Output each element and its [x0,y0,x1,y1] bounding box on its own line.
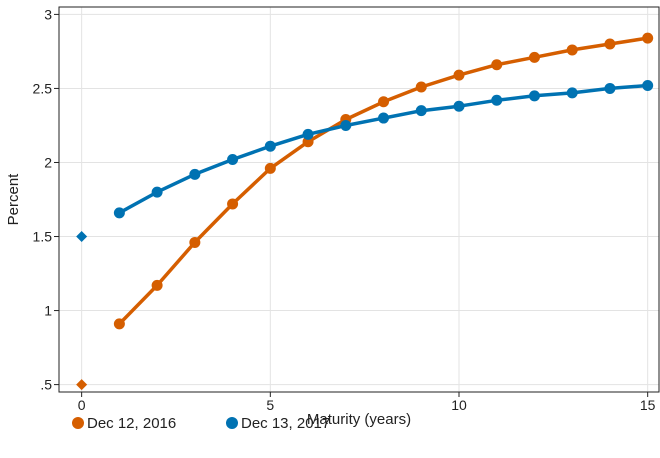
data-point-dec-12-2016 [227,198,238,209]
data-point-dec-12-2016 [416,81,427,92]
data-point-dec-12-2016 [189,237,200,248]
data-point-dec-13-2017 [340,120,351,131]
y-tick-label: 1.5 [33,229,53,245]
y-tick-label: 1 [44,303,52,319]
data-point-dec-13-2017 [152,187,163,198]
legend-label-dec-12-2016: Dec 12, 2016 [87,415,176,432]
y-tick-label: 2 [44,154,52,170]
data-point-dec-12-2016 [454,70,465,81]
data-point-dec-13-2017 [604,83,615,94]
data-point-dec-12-2016 [152,280,163,291]
series-line-dec-12-2016 [119,38,647,324]
data-point-dec-12-2016 [567,44,578,55]
x-tick-label: 15 [640,397,656,413]
y-tick-label: .5 [40,377,52,393]
data-point-dec-13-2017 [227,154,238,165]
legend-swatch-dec-13-2017 [226,417,238,429]
y-axis-title: Percent [5,173,22,226]
data-point-dec-13-2017 [642,80,653,91]
diamond-point-dec-12-2016 [76,379,87,390]
data-point-dec-13-2017 [378,113,389,124]
gridlines [59,7,659,392]
series-dec-13-2017 [76,80,653,242]
y-tick-label: 3 [44,6,52,22]
x-tick-label: 10 [451,397,467,413]
legend: Dec 12, 2016 Dec 13, 2017 [72,415,330,432]
data-point-dec-12-2016 [604,39,615,50]
diamond-point-dec-13-2017 [76,231,87,242]
data-point-dec-13-2017 [416,105,427,116]
data-point-dec-13-2017 [454,101,465,112]
data-point-dec-13-2017 [114,207,125,218]
legend-label-dec-13-2017: Dec 13, 2017 [241,415,330,432]
data-point-dec-13-2017 [567,87,578,98]
data-point-dec-13-2017 [303,129,314,140]
data-point-dec-13-2017 [265,141,276,152]
series-dec-12-2016 [76,33,653,391]
data-point-dec-13-2017 [529,90,540,101]
y-tick-label: 2.5 [33,80,53,96]
legend-swatch-dec-12-2016 [72,417,84,429]
data-point-dec-12-2016 [378,96,389,107]
data-point-dec-13-2017 [189,169,200,180]
data-point-dec-12-2016 [491,59,502,70]
plot-frame [59,7,659,392]
data-series [76,33,653,391]
data-point-dec-13-2017 [491,95,502,106]
x-tick-label: 0 [78,397,86,413]
x-tick-label: 5 [266,397,274,413]
data-point-dec-12-2016 [642,33,653,44]
data-point-dec-12-2016 [114,318,125,329]
data-point-dec-12-2016 [529,52,540,63]
data-point-dec-12-2016 [265,163,276,174]
